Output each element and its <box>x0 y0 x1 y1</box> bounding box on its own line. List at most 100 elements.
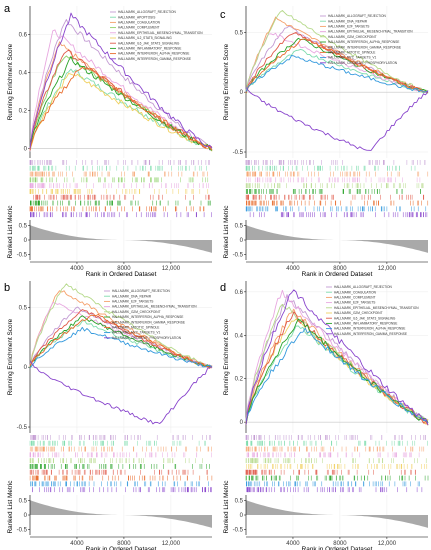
y-tick-label-0: 0 <box>24 147 28 153</box>
legend-entry-8: HALLMARK_INTERFERON_ALPHA_RESPONSE <box>118 52 189 56</box>
curve-7 <box>245 38 429 93</box>
x-tick-label-2: 12,000 <box>162 541 181 547</box>
panel-d: d 0 0.2 0.4 0.6 Running Enrichment Score HALLM… <box>220 281 429 550</box>
curve-9 <box>245 289 429 425</box>
hit-row-5 <box>245 189 421 194</box>
hit-row-4 <box>29 183 209 189</box>
metric-axis-title: Ranked List Metric <box>7 205 14 259</box>
metric-tick-label-0: 0.5 <box>235 499 244 505</box>
x-tick-label-0: 4000 <box>286 541 300 547</box>
x-tick-label-0: 4000 <box>286 266 300 272</box>
y-axis-title: Running Enrichment Score <box>223 43 230 120</box>
legend-entry-5: HALLMARK_G2M_CHECKPOINT <box>334 311 383 315</box>
panel-letter-b: b <box>4 282 10 294</box>
curve-4 <box>29 283 213 369</box>
legend-entry-1: HALLMARK_APOPTOSIS <box>118 15 155 19</box>
legend-entry-9: HALLMARK_OXIDATIVE_PHOSPHORYLATION <box>112 336 182 340</box>
x-axis-title: Rank in Ordered Dataset <box>86 271 157 278</box>
hit-row-2 <box>246 171 429 177</box>
curve-8 <box>245 55 429 93</box>
hit-row-9 <box>249 212 428 218</box>
curve-8 <box>245 327 429 424</box>
hit-row-5 <box>29 189 209 194</box>
legend-entry-5: HALLMARK_INTERFERON_ALPHA_RESPONSE <box>328 40 399 44</box>
hit-row-1 <box>29 440 206 446</box>
y-tick-label-2: 0.4 <box>19 71 28 77</box>
legend-entry-5: HALLMARK_IL2_STAT5_SIGNALING <box>118 36 172 40</box>
hit-row-5 <box>29 464 210 469</box>
legend-entry-3: HALLMARK_E2F_TARGETS <box>334 301 375 305</box>
hit-row-1 <box>29 165 207 171</box>
y-tick-label-3: 0.6 <box>19 33 28 39</box>
curve-6 <box>29 49 213 151</box>
x-tick-label-0: 4000 <box>70 266 84 272</box>
panel-c: c -0.5 0 0.5 Running Enrichment Score HALLMAR… <box>220 6 429 278</box>
metric-tick-label-2: -0.5 <box>17 252 28 258</box>
legend-entry-8: HALLMARK_INTERFERON_ALPHA_RESPONSE <box>334 327 405 331</box>
ranked-metric-area <box>30 225 212 253</box>
y-tick-label-2: 0.5 <box>19 305 28 311</box>
hit-row-0 <box>245 435 426 440</box>
y-tick-label-0: 0 <box>240 420 244 426</box>
legend-entry-5: HALLMARK_INTERFERON_ALPHA_RESPONSE <box>112 315 183 319</box>
y-tick-label-2: 0.4 <box>235 333 244 339</box>
metric-tick-label-0: 0.5 <box>19 499 28 505</box>
panel-letter-d: d <box>220 282 226 294</box>
metric-axis-title: Ranked List Metric <box>7 480 14 534</box>
hit-row-2 <box>245 446 425 452</box>
legend-entry-7: HALLMARK_INFLAMMATORY_RESPONSE <box>334 322 397 326</box>
legend-entry-6: HALLMARK_INTERFERON_GAMMA_RESPONSE <box>112 320 185 324</box>
x-tick-label-0: 4000 <box>70 541 84 547</box>
y-axis-title: Running Enrichment Score <box>7 318 14 395</box>
y-tick-label-0: -0.5 <box>17 425 28 431</box>
x-axis-title: Rank in Ordered Dataset <box>302 546 373 550</box>
y-axis-title: Running Enrichment Score <box>7 43 14 120</box>
hit-row-6 <box>33 194 210 200</box>
legend-entry-6: HALLMARK_IL6_JAK_STAT3_SIGNALING <box>334 316 396 320</box>
curve-7 <box>29 313 213 369</box>
legend-entry-7: HALLMARK_MITOTIC_SPINDLE <box>112 326 159 330</box>
legend-entry-4: HALLMARK_G2M_CHECKPOINT <box>112 310 161 314</box>
legend-entry-1: HALLMARK_COAGULATION <box>334 290 377 294</box>
hit-row-6 <box>29 469 208 475</box>
legend-entry-1: HALLMARK_DNA_REPAIR <box>328 19 368 23</box>
curve-8 <box>29 67 213 151</box>
curve-7 <box>245 318 429 425</box>
hit-row-7 <box>245 475 429 481</box>
metric-tick-label-0: 0.5 <box>19 224 28 230</box>
hit-row-3 <box>246 452 420 458</box>
curve-0 <box>29 19 213 149</box>
curve-6 <box>245 31 429 94</box>
hit-row-8 <box>29 206 205 212</box>
legend-entry-0: HALLMARK_ALLOGRAFT_REJECTION <box>334 285 392 289</box>
legend-entry-4: HALLMARK_G2M_CHECKPOINT <box>328 35 377 39</box>
hit-row-8 <box>246 481 420 487</box>
hit-row-7 <box>246 200 429 206</box>
hit-row-6 <box>245 469 416 475</box>
metric-tick-label-2: -0.5 <box>233 527 244 533</box>
x-tick-label-1: 8000 <box>117 541 131 547</box>
hit-row-6 <box>245 194 425 200</box>
x-tick-label-2: 12,000 <box>378 266 397 272</box>
hit-row-3 <box>29 177 209 183</box>
y-tick-label-2: 0.5 <box>235 30 244 36</box>
legend-entry-6: HALLMARK_INTERFERON_GAMMA_RESPONSE <box>328 45 401 49</box>
y-tick-label-1: 0 <box>24 365 28 371</box>
hit-row-0 <box>30 435 211 440</box>
y-tick-label-1: 0 <box>240 90 244 96</box>
curve-9 <box>29 360 213 425</box>
legend-entry-2: HALLMARK_COMPLEMENT <box>334 296 375 300</box>
y-tick-label-1: 0.2 <box>235 377 244 383</box>
legend-entry-3: HALLMARK_EPITHELIAL_MESENCHYMAL_TRANSITI… <box>112 305 197 309</box>
curve-8 <box>29 326 213 369</box>
hit-row-5 <box>246 464 428 469</box>
x-axis-title: Rank in Ordered Dataset <box>86 546 157 550</box>
hit-row-9 <box>30 212 212 218</box>
hit-row-4 <box>245 183 424 189</box>
metric-axis-title: Ranked List Metric <box>223 480 230 534</box>
legend-entry-8: HALLMARK_MYC_TARGETS_V1 <box>328 56 377 60</box>
x-tick-label-1: 8000 <box>333 266 347 272</box>
hit-row-8 <box>245 206 427 212</box>
curve-9 <box>245 87 429 151</box>
